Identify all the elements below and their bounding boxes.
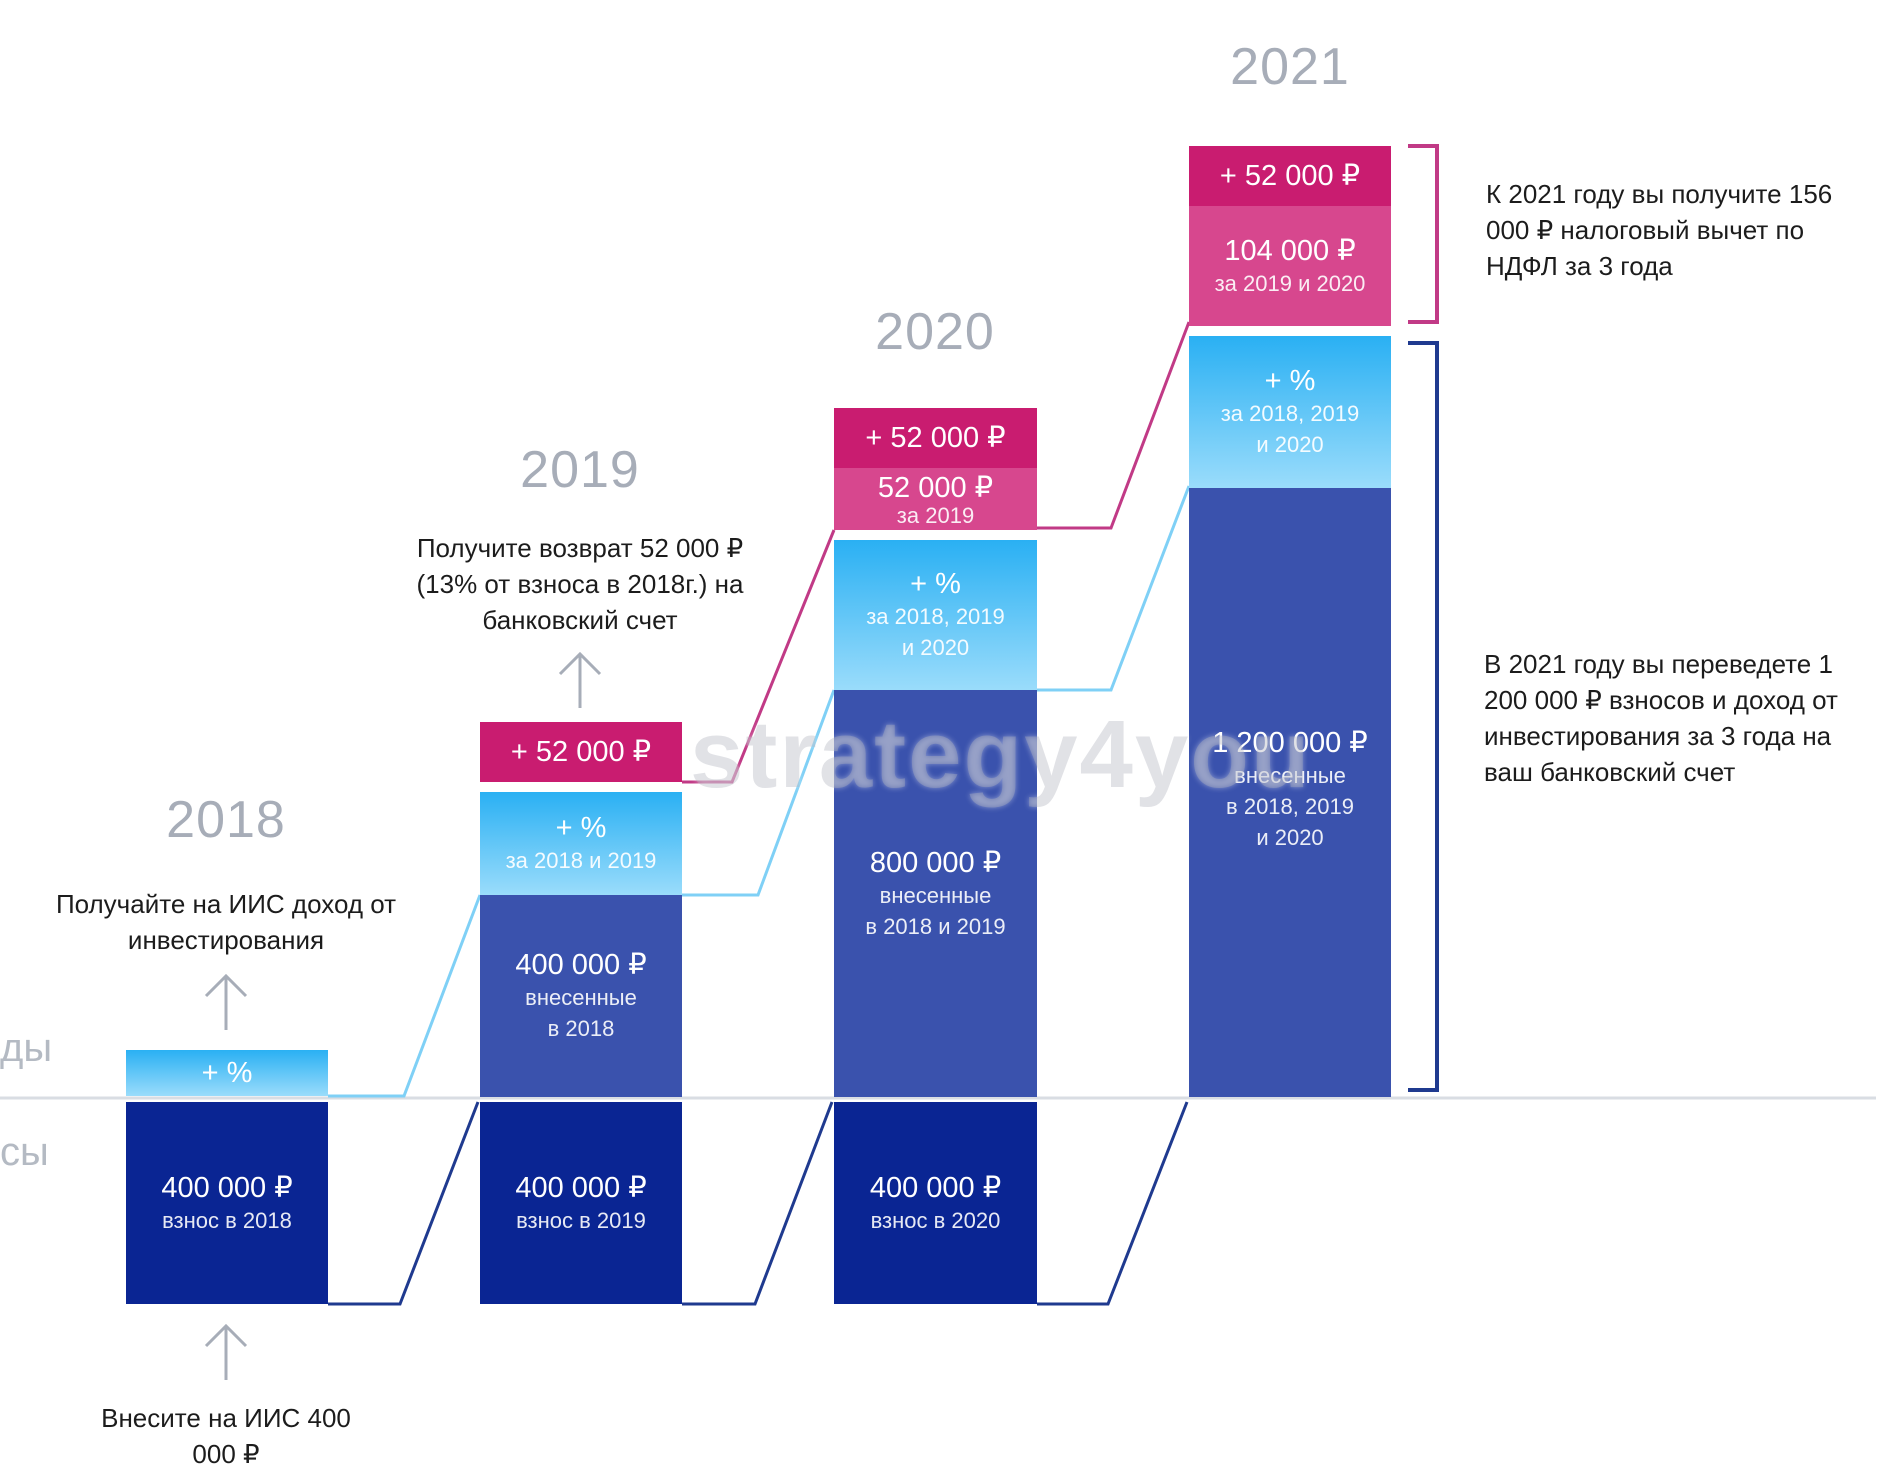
accumulated-amount: 1 200 000 ₽ (1212, 727, 1368, 759)
interest-period-cont: и 2020 (901, 635, 970, 660)
note-transfer-2021: В 2021 году вы переведете 1 200 000 ₽ вз… (1484, 649, 1838, 787)
connector-tax-2020-2021 (1037, 321, 1191, 530)
interest-period-cont: и 2020 (1256, 432, 1324, 457)
side-label-incomes: ды (0, 1026, 53, 1070)
note-deposit-2018: Внесите на ИИС 400 000 ₽ (101, 1403, 351, 1469)
interest-label: + % (555, 812, 607, 844)
accumulated-amount: 800 000 ₽ (869, 846, 1002, 879)
connector-deposit-2020-2021 (1037, 1101, 1189, 1306)
tax-prev-amount: 104 000 ₽ (1224, 234, 1356, 267)
tax-new-amount: + 52 000 ₽ (510, 736, 652, 768)
deposit-amount: 400 000 ₽ (515, 1171, 647, 1204)
tax-new-block-2021: + 52 000 ₽ (1189, 146, 1391, 206)
watermark: strategy4you (690, 701, 1312, 808)
note-income-2018: Получайте на ИИС доход от инвестирования (55, 889, 397, 955)
accumulated-label: внесенные (879, 882, 992, 908)
tax-prev-period: за 2019 и 2020 (1214, 270, 1366, 296)
year-2020: 2020 (875, 303, 995, 361)
tax-new-amount: + 52 000 ₽ (865, 422, 1006, 454)
deposit-block-2018: 400 000 ₽ взнос в 2018 (126, 1102, 328, 1304)
tax-new-block-2019: + 52 000 ₽ (480, 722, 682, 782)
accumulated-period: в 2018, 2019 (1226, 794, 1354, 819)
connector-interest-2019-2020 (682, 689, 836, 897)
interest-period: за 2018 и 2019 (505, 848, 657, 873)
accumulated-block-2021: 1 200 000 ₽ внесенные в 2018, 2019 и 202… (1189, 488, 1391, 1097)
connector-interest-2018-2019 (328, 894, 482, 1098)
interest-block-2018: + % (126, 1050, 328, 1096)
accumulated-period-cont: и 2020 (1256, 825, 1324, 850)
note-tax-total-2021: К 2021 году вы получите 156 000 ₽ налого… (1486, 179, 1833, 281)
year-2018: 2018 (166, 791, 286, 849)
connector-interest-2020-2021 (1037, 485, 1191, 692)
tax-prev-amount: 52 000 ₽ (877, 472, 994, 504)
deposit-label: взнос в 2020 (870, 1207, 1001, 1233)
arrow-up-icon (204, 1323, 248, 1380)
deposit-amount: 400 000 ₽ (161, 1171, 293, 1204)
arrow-up-icon (204, 973, 248, 1030)
tax-prev-block-2020: 52 000 ₽ за 2019 (834, 468, 1037, 530)
interest-period: за 2018, 2019 (1220, 401, 1360, 426)
accumulated-period: в 2018 (547, 1016, 615, 1041)
deposit-block-2019: 400 000 ₽ взнос в 2019 (480, 1102, 682, 1304)
year-2021: 2021 (1230, 38, 1350, 96)
deposit-label: взнос в 2019 (516, 1207, 646, 1233)
side-label-contributions: сы (0, 1130, 49, 1174)
tax-prev-period: за 2019 (896, 503, 975, 528)
interest-label: + % (1264, 365, 1316, 397)
tax-new-block-2020: + 52 000 ₽ (834, 408, 1037, 468)
accumulated-label: внесенные (525, 985, 637, 1010)
connector-tax-2019-2020 (682, 529, 836, 784)
bracket-tax (1408, 144, 1439, 324)
accumulated-amount: 400 000 ₽ (515, 949, 647, 981)
accumulated-block-2019: 400 000 ₽ внесенные в 2018 (480, 895, 682, 1097)
interest-label: + % (910, 568, 961, 600)
interest-block-2020: + % за 2018, 2019 и 2020 (834, 540, 1037, 690)
deposit-block-2020: 400 000 ₽ взнос в 2020 (834, 1102, 1037, 1304)
deposit-label: взнос в 2018 (162, 1207, 292, 1233)
note-refund-2019: Получите возврат 52 000 ₽ (13% от взноса… (416, 533, 744, 635)
connector-deposit-2018-2019 (328, 1101, 480, 1306)
accumulated-block-2020: 800 000 ₽ внесенные в 2018 и 2019 (834, 690, 1037, 1097)
interest-period: за 2018, 2019 (866, 604, 1005, 629)
bracket-transfer (1408, 341, 1439, 1092)
tax-new-amount: + 52 000 ₽ (1219, 160, 1361, 192)
year-2019: 2019 (520, 441, 640, 499)
deposit-amount: 400 000 ₽ (869, 1171, 1002, 1204)
accumulated-label: внесенные (1234, 763, 1346, 788)
tax-prev-block-2021: 104 000 ₽ за 2019 и 2020 (1189, 206, 1391, 326)
interest-label: + % (201, 1057, 253, 1089)
interest-block-2019: + % за 2018 и 2019 (480, 792, 682, 895)
connector-deposit-2019-2020 (682, 1101, 834, 1306)
arrow-up-icon (558, 651, 602, 708)
accumulated-period: в 2018 и 2019 (865, 913, 1006, 939)
interest-block-2021: + % за 2018, 2019 и 2020 (1189, 336, 1391, 488)
